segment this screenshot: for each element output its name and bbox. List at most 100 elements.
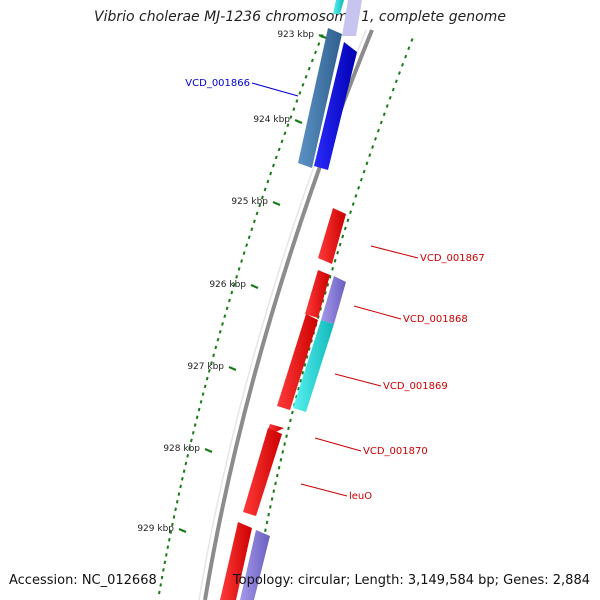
gc-tick [321,299,325,303]
gc-tick [159,583,162,587]
gc-tick [323,291,327,295]
gene-vcd-001866-companion[interactable] [298,28,342,168]
scale-label: 927 kbp [187,362,224,372]
gc-tick [218,330,222,334]
gc-tick [316,315,320,319]
gc-tick [269,505,272,509]
gc-tick [362,169,366,174]
gc-tick [221,322,224,326]
gc-tick [333,258,337,263]
gene-top-cyan[interactable] [333,0,344,14]
gc-tick [199,400,203,404]
gene-vcd-001867[interactable] [318,208,346,264]
gc-tick [171,522,174,527]
gc-tick [376,128,380,133]
gc-tick [351,202,355,206]
scale-tick [294,118,303,125]
genome-summary-text: Topology: circular; Length: 3,149,584 bp… [232,573,590,588]
gene-label[interactable]: VCD_001869 [383,381,448,392]
gc-tick [374,136,377,141]
gc-tick [263,187,267,192]
gc-tick [201,392,205,396]
gc-tick [336,250,340,255]
gc-tick [260,195,264,200]
scale-tick [228,365,237,372]
gc-tick [314,50,318,55]
gc-tick [407,46,411,51]
gc-tick [205,376,209,381]
gc-tick [223,314,227,318]
gc-tick [331,266,335,271]
gc-tick [240,259,244,263]
gc-tick [197,407,201,412]
scale-label: 923 kbp [277,30,314,40]
gc-tick [235,275,239,279]
gene-leader-line [370,245,419,259]
gene-vcd-001869-cyan[interactable] [293,320,334,412]
gc-tick [346,218,350,223]
gc-tick [160,575,164,580]
gc-tick [286,123,290,128]
gene-vcd-001868[interactable] [305,270,330,318]
gc-tick [303,363,307,367]
gc-tick [283,131,287,136]
gc-tick [179,484,182,489]
gc-tick [368,153,372,158]
gc-tick [299,378,303,383]
gc-tick [287,426,290,431]
gc-tick [391,87,395,92]
gc-tick [307,66,311,71]
gene-leader-line [334,373,382,387]
scale-label: 924 kbp [253,115,290,125]
gc-tick [279,458,283,462]
gc-tick [250,227,254,232]
gc-tick [158,590,161,595]
accession-text: Accession: NC_012668 [9,573,157,588]
gc-tick [292,107,296,111]
gene-label[interactable]: VCD_001866 [185,78,250,89]
gc-tick [388,95,392,100]
gene-label[interactable]: leuO [349,491,372,502]
gc-tick [357,185,361,190]
gene-top-lavender[interactable] [342,0,362,36]
gc-tick [397,71,401,75]
gc-tick [210,361,213,365]
gc-tick [191,430,195,435]
gene-leader-line [251,82,299,97]
gc-tick [275,473,279,478]
gc-tick [277,147,281,152]
gc-tick [182,469,186,473]
gene-leader-line [300,483,348,497]
gene-leuo[interactable] [243,428,282,516]
gene-vcd-001866[interactable] [314,42,357,170]
gc-tick [193,423,197,427]
gene-vcd-001868-lavender[interactable] [321,276,346,324]
gene-bottom-lavender[interactable] [240,530,270,600]
gene-label[interactable]: VCD_001867 [420,253,485,264]
scale-tick [178,527,187,534]
gene-vcd-001869[interactable] [277,314,318,410]
gc-tick [304,74,308,79]
gc-tick [289,418,292,423]
scale-label: 928 kbp [163,444,200,454]
gc-tick [343,226,347,231]
gene-bottom-red[interactable] [220,522,252,600]
scale-label: 929 kbp [137,524,174,534]
gc-tick [298,91,302,95]
gc-tick [174,507,177,512]
gc-tick [289,115,293,120]
scale-tick [250,283,259,290]
gc-tick [186,454,190,458]
gc-tick [165,553,168,557]
gc-tick [216,337,220,342]
gc-tick [291,410,294,415]
gc-tick [168,537,171,542]
gc-tick [274,481,277,486]
gc-tick [184,461,188,466]
gc-tick [354,194,358,198]
gc-tick [410,38,414,42]
gene-label[interactable]: VCD_001870 [363,446,428,457]
gene-label[interactable]: VCD_001868 [403,314,468,325]
gc-tick [232,282,236,287]
